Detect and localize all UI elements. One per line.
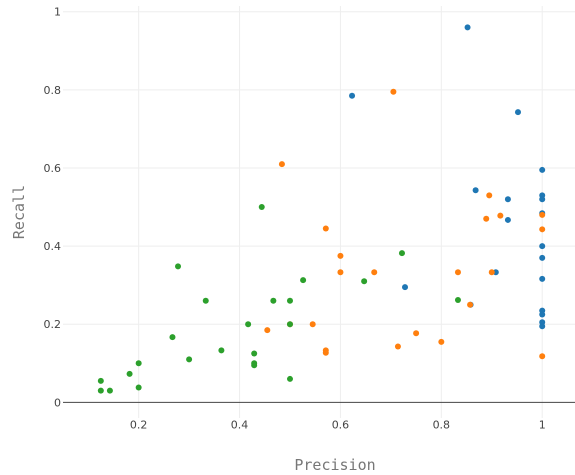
- data-point[interactable]: [488, 269, 495, 276]
- data-point[interactable]: [126, 370, 133, 377]
- data-point[interactable]: [454, 297, 461, 304]
- data-point[interactable]: [539, 166, 546, 173]
- grid-layer: [63, 6, 575, 418]
- data-point[interactable]: [337, 269, 344, 276]
- x-tick-label: 0.6: [332, 418, 350, 431]
- data-point[interactable]: [413, 330, 420, 337]
- data-point[interactable]: [322, 225, 329, 232]
- data-point[interactable]: [286, 297, 293, 304]
- data-point[interactable]: [539, 311, 546, 318]
- data-point[interactable]: [467, 301, 474, 308]
- data-point[interactable]: [486, 192, 493, 199]
- data-point[interactable]: [258, 204, 265, 211]
- data-point[interactable]: [106, 387, 113, 394]
- data-point[interactable]: [539, 353, 546, 360]
- data-point[interactable]: [390, 88, 397, 95]
- x-tick-label: 0.8: [433, 418, 451, 431]
- y-tick-label: 0: [54, 396, 61, 409]
- data-point[interactable]: [251, 362, 258, 369]
- x-tick-label: 0.2: [130, 418, 148, 431]
- x-tick-label: 1: [539, 418, 546, 431]
- data-point[interactable]: [539, 275, 546, 282]
- data-point[interactable]: [504, 216, 511, 223]
- data-point[interactable]: [394, 343, 401, 350]
- data-point[interactable]: [539, 226, 546, 233]
- data-point[interactable]: [300, 277, 307, 284]
- data-point[interactable]: [245, 321, 252, 328]
- data-point[interactable]: [349, 92, 356, 99]
- data-point[interactable]: [97, 377, 104, 384]
- data-point[interactable]: [371, 269, 378, 276]
- data-point[interactable]: [337, 252, 344, 259]
- tick-labels: 0.2 0.4 0.6 0.8 1 0 0.2 0.4 0.6 0.8 1: [44, 6, 546, 432]
- data-point[interactable]: [483, 215, 490, 222]
- data-point[interactable]: [539, 254, 546, 261]
- data-point[interactable]: [286, 375, 293, 382]
- data-point[interactable]: [135, 384, 142, 391]
- data-point[interactable]: [251, 350, 258, 357]
- data-point[interactable]: [186, 356, 193, 363]
- data-point[interactable]: [97, 387, 104, 394]
- data-point[interactable]: [504, 196, 511, 203]
- data-point[interactable]: [286, 321, 293, 328]
- data-point[interactable]: [169, 334, 176, 341]
- data-point[interactable]: [322, 349, 329, 356]
- data-points: [97, 24, 546, 394]
- data-point[interactable]: [202, 297, 209, 304]
- data-point[interactable]: [278, 161, 285, 168]
- data-point[interactable]: [218, 347, 225, 354]
- data-point[interactable]: [175, 263, 182, 270]
- data-point[interactable]: [402, 284, 409, 291]
- y-tick-label: 0.2: [44, 318, 62, 331]
- data-point[interactable]: [497, 212, 504, 219]
- data-point[interactable]: [539, 243, 546, 250]
- y-tick-label: 0.6: [44, 162, 62, 175]
- data-point[interactable]: [472, 187, 479, 194]
- data-point[interactable]: [539, 211, 546, 218]
- data-point[interactable]: [264, 327, 271, 334]
- y-tick-label: 0.8: [44, 84, 62, 97]
- y-tick-label: 0.4: [44, 240, 62, 253]
- data-point[interactable]: [270, 297, 277, 304]
- data-point[interactable]: [454, 269, 461, 276]
- data-point[interactable]: [438, 338, 445, 345]
- x-axis-title: Precision: [294, 456, 375, 474]
- data-point[interactable]: [539, 196, 546, 203]
- data-point[interactable]: [514, 109, 521, 116]
- data-point[interactable]: [309, 321, 316, 328]
- x-tick-label: 0.4: [231, 418, 249, 431]
- data-point[interactable]: [361, 278, 368, 285]
- y-tick-label: 1: [54, 6, 61, 19]
- data-point[interactable]: [398, 250, 405, 257]
- data-point[interactable]: [539, 323, 546, 330]
- y-axis-title: Recall: [10, 185, 28, 239]
- data-point[interactable]: [135, 360, 142, 367]
- data-point[interactable]: [464, 24, 471, 31]
